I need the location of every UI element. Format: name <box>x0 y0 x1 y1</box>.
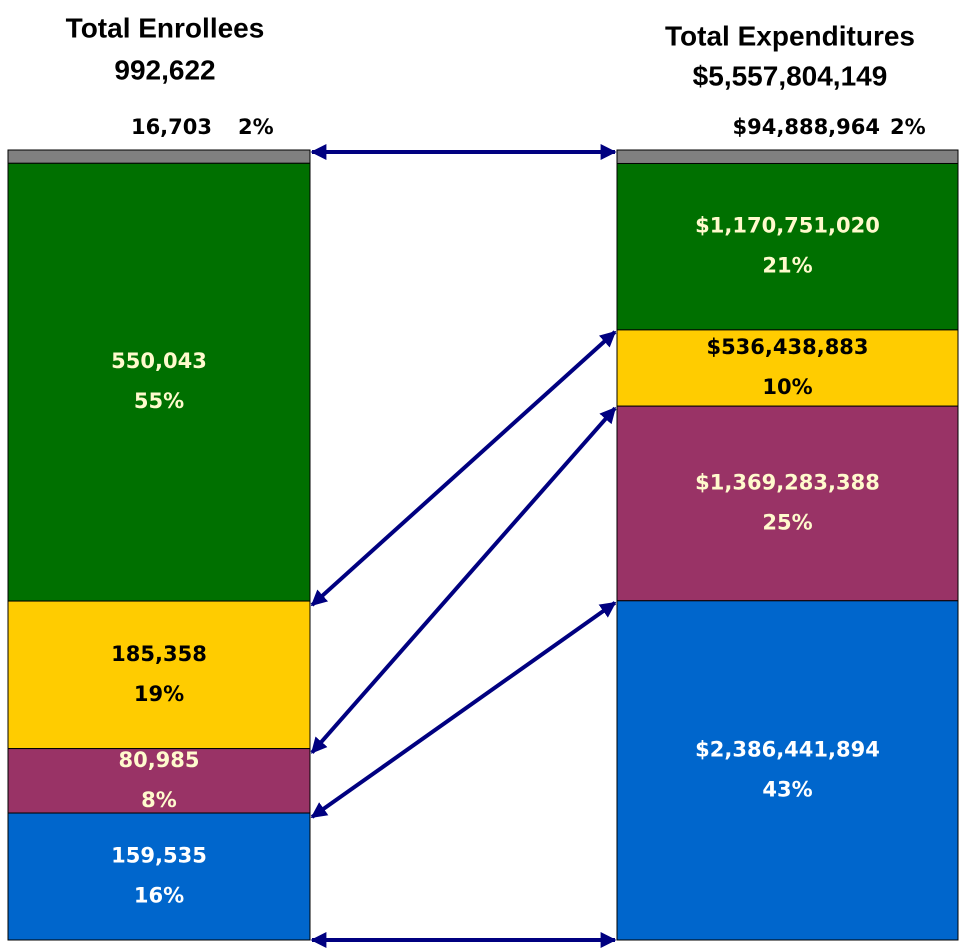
chart-subtitle: $5,557,804,149 <box>693 60 888 91</box>
value-label: $1,170,751,020 <box>695 214 880 238</box>
share-label: 8% <box>141 788 177 812</box>
value-label: 185,358 <box>111 642 207 666</box>
bar-segment <box>616 149 959 164</box>
bar-segment <box>7 748 311 814</box>
chart-subtitle: 992,622 <box>114 54 215 85</box>
share-label: 43% <box>762 777 812 801</box>
chart-title: Total Enrollees <box>66 12 265 43</box>
arrow <box>310 330 617 607</box>
arrow <box>310 601 617 819</box>
share-label: 2% <box>238 115 274 139</box>
bar-segment <box>7 812 311 941</box>
value-label: $2,386,441,894 <box>695 737 880 761</box>
value-label: 550,043 <box>111 349 207 373</box>
bar-segment <box>616 162 959 331</box>
value-label: 80,985 <box>118 748 199 772</box>
share-label: 55% <box>134 389 184 413</box>
bar-segment <box>7 149 311 164</box>
bar-segment <box>616 600 959 941</box>
share-label: 25% <box>762 510 812 534</box>
value-label: $94,888,964 <box>733 115 880 139</box>
share-label: 21% <box>762 254 812 278</box>
value-label: 16,703 <box>131 115 212 139</box>
share-label: 19% <box>134 682 184 706</box>
share-label: 2% <box>890 115 926 139</box>
bar-segment <box>616 329 959 407</box>
chart-title: Total Expenditures <box>665 20 915 51</box>
value-label: 159,535 <box>111 844 207 868</box>
arrow <box>310 406 617 754</box>
bar-segment <box>7 162 311 602</box>
bar-segment <box>7 600 311 750</box>
value-label: $536,438,883 <box>706 335 868 359</box>
share-label: 16% <box>134 884 184 908</box>
bar-segment <box>616 405 959 602</box>
share-label: 10% <box>762 375 812 399</box>
value-label: $1,369,283,388 <box>695 470 880 494</box>
